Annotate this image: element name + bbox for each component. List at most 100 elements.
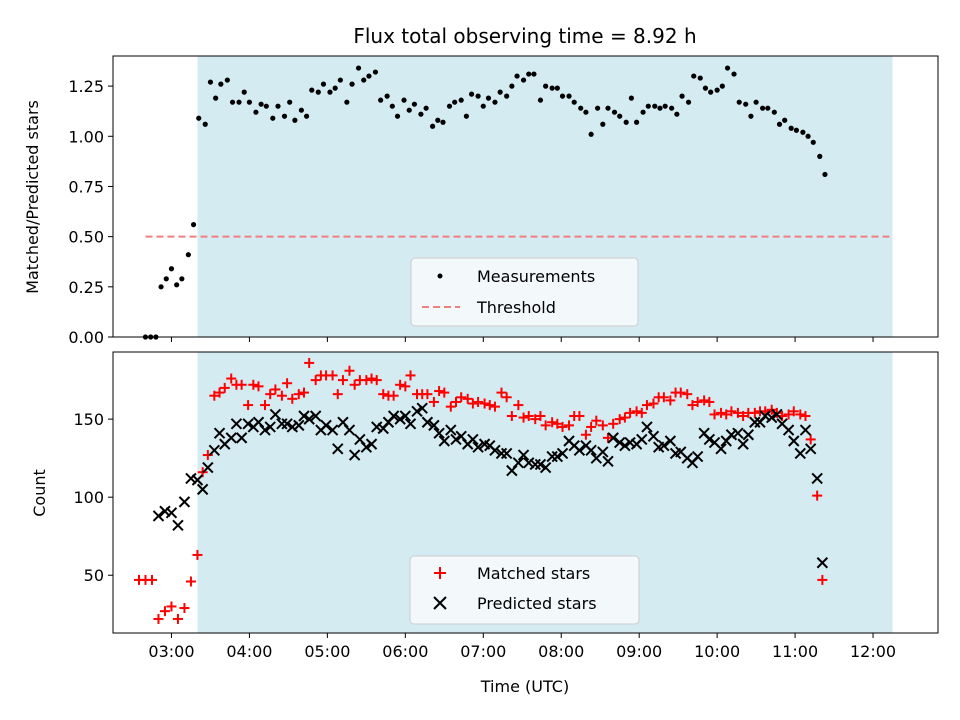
matched-stars-point [400,381,411,392]
legend-predicted-marker [433,596,447,610]
matched-stars-point [366,373,377,384]
measurement-point [788,125,794,131]
matched-stars-point [692,396,703,407]
predicted-stars-point [326,424,339,436]
predicted-stars-point [602,455,614,467]
matched-stars-point [260,400,271,411]
matched-stars-point [270,384,281,395]
measurement-point [514,73,520,79]
predicted-stars-point [551,450,564,463]
matched-stars-point [535,411,546,422]
measurement-point [731,71,737,77]
x-tick-label: 11:00 [772,642,818,661]
matched-stars-point [557,421,568,432]
measurement-point [685,99,692,105]
measurement-point [810,139,816,145]
measurement-point [258,101,264,107]
y-tick-label: 150 [73,410,104,429]
measurement-point [229,99,236,105]
y-tick-label: 0.50 [68,228,104,247]
measurement-point [452,99,458,105]
matched-stars-point [439,387,450,398]
matched-stars-point [574,411,585,422]
matched-stars-point [608,418,619,429]
predicted-stars-point [348,449,361,461]
measurement-point [588,131,594,137]
measurement-point [743,101,749,107]
predicted-stars-point [782,424,795,436]
matched-stars-point [337,375,348,386]
measurement-point [298,107,304,113]
measurement-point [236,99,242,105]
matched-stars-point [172,613,183,624]
measurement-point [309,87,315,93]
measurement-point [765,105,771,111]
measurement-point [394,113,401,119]
measurement-point [526,71,532,77]
predicted-stars-point [737,438,749,450]
matched-stars-point [310,375,321,386]
matched-stars-point [253,381,264,392]
predicted-stars-point [281,418,293,430]
matched-stars-point [484,400,495,411]
predicted-stars-point [691,450,704,463]
measurement-point [185,252,191,258]
measurement-point [702,85,709,91]
matched-stars-point [209,390,220,401]
measurement-point [748,113,754,119]
measurement-point [344,99,350,105]
matched-stars-point [422,389,433,400]
predicted-stars-point [360,441,373,453]
measurement-point [378,97,384,103]
predicted-stars-point [152,510,165,522]
measurement-point [458,97,464,103]
predicted-stars-point [242,418,254,430]
matched-stars-point [732,407,743,418]
matched-stars-point [462,393,473,404]
measurement-point [633,119,640,125]
measurement-point [332,85,338,91]
x-tick-label: 10:00 [694,642,740,661]
matched-stars-point [298,387,309,398]
predicted-stars-point [165,507,178,519]
measurement-point [520,77,527,83]
measurement-point [571,99,577,105]
matched-stars-point [327,370,338,381]
measurement-point [401,97,407,103]
predicted-stars-point [636,433,648,446]
measurement-point [218,81,224,87]
predicted-stars-point [276,418,288,430]
measurement-point [583,109,589,115]
measurement-point [719,83,725,89]
measurement-point [270,115,276,121]
measurement-point [691,73,697,79]
y-tick-label: 1.25 [68,77,104,96]
legend-predicted-label: Predicted stars [477,594,597,613]
predicted-stars-point [539,461,552,474]
predicted-stars-point [585,444,597,457]
predicted-stars-point [264,421,276,433]
predicted-stars-point [732,427,744,439]
measurement-point [800,129,806,135]
x-tick-label: 06:00 [382,642,428,661]
predicted-stars-point [202,461,214,474]
predicted-stars-point [445,424,457,436]
predicted-stars-point [534,458,547,471]
measurement-point [168,266,175,272]
matched-stars-point [523,411,534,422]
matched-stars-point [214,387,225,398]
predicted-stars-point [178,496,191,508]
predicted-stars-point [641,421,653,433]
predicted-stars-point [613,436,626,449]
predicted-stars-point [191,474,204,486]
legend-measurements-label: Measurements [477,267,595,286]
matched-stars-point [540,420,551,431]
matched-stars-point [405,370,416,381]
predicted-stars-point [467,433,479,446]
measurement-point [435,117,441,123]
measurement-point [253,109,259,115]
bottom-y-axis-label: Count [30,469,49,517]
predicted-stars-point [811,472,823,485]
measurement-point [628,95,634,101]
measurement-point [468,91,475,97]
